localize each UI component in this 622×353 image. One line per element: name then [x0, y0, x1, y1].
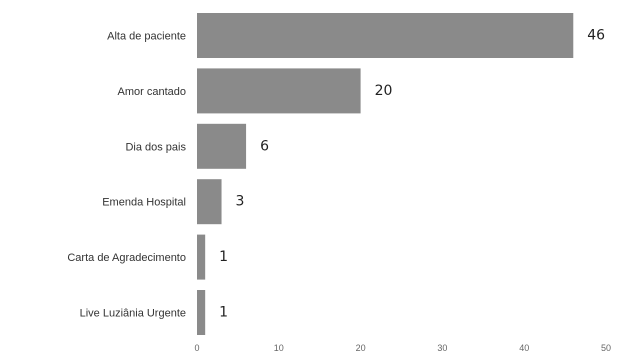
- x-tick-label: 0: [194, 343, 199, 353]
- bars-group: [197, 13, 574, 335]
- x-tick-label: 30: [437, 343, 447, 353]
- value-labels-group: 46 20 6 3 1 1: [219, 28, 605, 321]
- bar: [197, 179, 222, 225]
- x-tick-label: 50: [601, 343, 611, 353]
- bar: [197, 234, 206, 280]
- value-label: 1: [219, 249, 228, 265]
- value-label: 20: [375, 83, 393, 99]
- value-label: 6: [260, 138, 269, 154]
- x-tick-label: 40: [519, 343, 529, 353]
- category-label: Live Luziânia Urgente: [80, 308, 186, 320]
- category-label: Amor cantado: [118, 86, 186, 98]
- bar: [197, 68, 361, 114]
- category-labels-group: Alta de paciente Amor cantado Dia dos pais…: [67, 31, 186, 320]
- category-label: Dia dos pais: [125, 141, 186, 153]
- value-label: 46: [587, 28, 605, 44]
- value-label: 3: [236, 194, 245, 210]
- category-label: Emenda Hospital: [102, 197, 186, 209]
- category-label: Carta de Agradecimento: [67, 252, 186, 264]
- category-label: Alta de paciente: [107, 31, 186, 43]
- bar: [197, 13, 574, 58]
- bar: [197, 123, 247, 169]
- x-tick-label: 20: [356, 343, 366, 353]
- x-tick-label: 10: [274, 343, 284, 353]
- x-axis-ticks-group: 0 10 20 30 40 50: [194, 343, 611, 353]
- bar: [197, 290, 206, 335]
- value-label: 1: [219, 305, 228, 321]
